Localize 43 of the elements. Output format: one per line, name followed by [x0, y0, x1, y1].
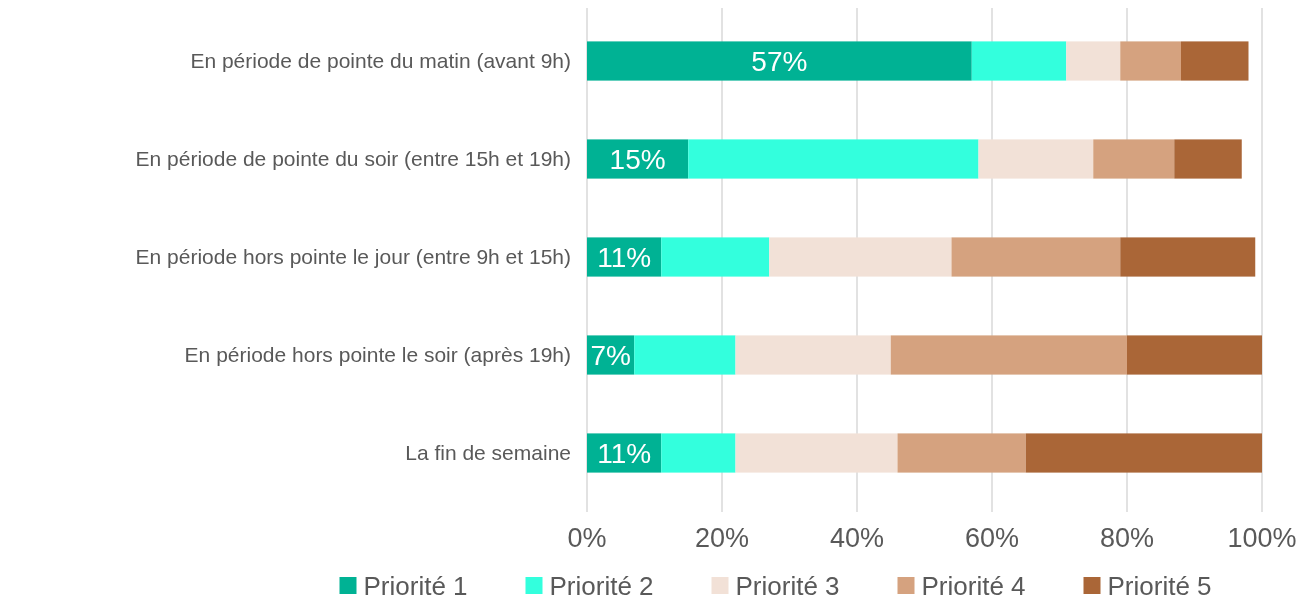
data-label: 11%: [597, 437, 652, 469]
bar: [1181, 41, 1249, 81]
bar: [735, 433, 898, 473]
y-tick-label: En période hors pointe le jour (entre 9h et 15h): [135, 245, 571, 269]
bar: [735, 335, 891, 375]
x-tick-label: 40%: [829, 523, 885, 554]
bar: [1066, 41, 1121, 81]
bar: [1120, 237, 1256, 277]
y-tick-label: La fin de semaine: [405, 441, 571, 465]
x-tick-label: 80%: [1099, 523, 1155, 554]
bar: [1127, 335, 1262, 375]
bar: [634, 335, 736, 375]
bar: [1025, 433, 1262, 473]
bar: [587, 41, 972, 81]
data-label: 15%: [609, 143, 666, 175]
x-tick-label: 60%: [964, 523, 1020, 554]
x-tick-label: 20%: [694, 523, 750, 554]
legend-label: Priorité 2: [549, 571, 654, 602]
y-tick-label: En période de pointe du soir (entre 15h et 19h): [135, 147, 571, 171]
legend-label: Priorité 4: [921, 571, 1026, 602]
bar: [978, 139, 1094, 179]
x-tick-label: 0%: [567, 523, 607, 554]
legend-label: Priorité 1: [363, 571, 468, 602]
bar: [951, 237, 1121, 277]
bar: [1120, 41, 1181, 81]
bar: [971, 41, 1067, 81]
bar: [661, 433, 736, 473]
bar: [587, 139, 689, 179]
bar: [688, 139, 979, 179]
y-tick-label: En période hors pointe le soir (après 19h): [184, 343, 571, 367]
bar: [890, 335, 1127, 375]
x-tick-label: 100%: [1227, 523, 1297, 554]
data-label: 57%: [751, 45, 808, 77]
bar: [769, 237, 952, 277]
data-label: 7%: [590, 339, 631, 371]
bar: [661, 237, 770, 277]
legend-label: Priorité 5: [1107, 571, 1212, 602]
bar: [897, 433, 1026, 473]
bar: [1174, 139, 1242, 179]
y-tick-label: En période de pointe du matin (avant 9h): [190, 49, 571, 73]
legend-label: Priorité 3: [735, 571, 840, 602]
bar: [1093, 139, 1175, 179]
data-label: 11%: [597, 241, 652, 273]
